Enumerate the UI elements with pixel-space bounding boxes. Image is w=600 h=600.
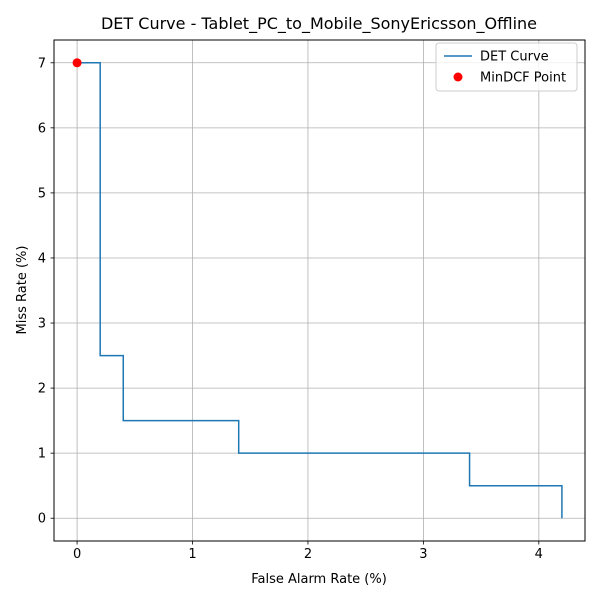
legend-box [435, 42, 578, 92]
x-tick-label: 3 [419, 547, 427, 562]
legend-det-curve-label: DET Curve [480, 50, 549, 65]
chart-title: DET Curve - Tablet_PC_to_Mobile_SonyEric… [101, 14, 537, 34]
legend-mindcf-label: MinDCF Point [480, 71, 566, 86]
axes-frame [53, 39, 586, 542]
y-tick-label: 3 [38, 317, 46, 332]
y-tick-label: 2 [38, 382, 46, 397]
x-tick-label: 4 [535, 547, 543, 562]
y-tick-label: 4 [38, 251, 46, 266]
det-curve-line [77, 62, 563, 519]
mindcf-point [72, 58, 82, 68]
y-tick-label: 6 [38, 121, 46, 136]
ticks-layer: 0 1 2 3 4 0 1 2 3 4 5 6 7 [38, 56, 543, 562]
y-tick-label: 0 [38, 512, 46, 527]
series-layer [72, 58, 563, 519]
grid-layer [54, 40, 585, 541]
x-tick-label: 0 [73, 547, 81, 562]
y-tick-label: 1 [38, 447, 46, 462]
x-axis-label: False Alarm Rate (%) [251, 572, 387, 587]
x-tick-label: 1 [188, 547, 196, 562]
y-tick-label: 7 [38, 56, 46, 71]
x-tick-label: 2 [304, 547, 312, 562]
legend: DET Curve MinDCF Point [435, 42, 578, 92]
y-tick-label: 5 [38, 186, 46, 201]
legend-mindcf-swatch [453, 72, 463, 82]
y-axis-label: Miss Rate (%) [15, 246, 30, 335]
